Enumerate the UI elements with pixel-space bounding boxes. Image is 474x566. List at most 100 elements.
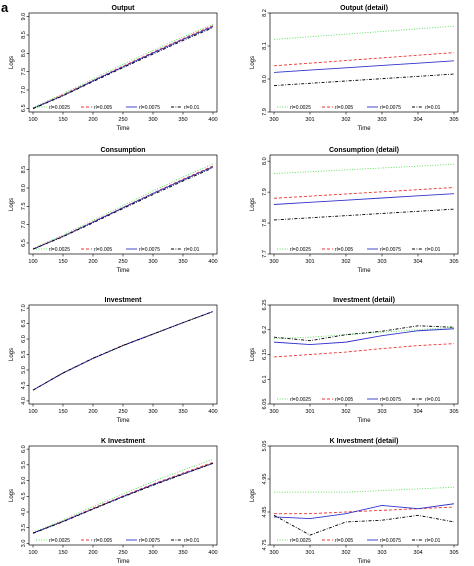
figure-panel-label: a [1,0,9,15]
x-axis-label: Time [357,126,371,132]
y-tick-label: 6.5 [21,320,27,328]
x-tick-label: 300 [269,259,278,265]
chart-panel-8: K Investment (detail) 300 301 302 303 304 305 4… [250,438,459,565]
y-tick-label: 8.5 [21,31,27,39]
x-tick-label: 303 [377,550,386,556]
legend-entry: rl=0.01 [425,105,441,111]
y-tick-label: 4.95 [262,474,268,485]
series-line-1 [32,163,214,249]
chart-title: Output [112,5,136,12]
legend-entry: rl=0.0075 [380,247,401,253]
plot-frame [28,304,218,405]
y-axis-label: Logs [9,198,15,211]
x-tick-label: 302 [341,117,350,123]
y-tick-label: 8.2 [262,9,268,17]
y-tick-label: 9.0 [21,13,27,21]
y-tick-label: 3.0 [21,540,27,548]
series-line-4 [32,311,214,391]
x-tick-label: 300 [269,117,278,123]
series-line-2 [32,25,214,109]
legend-entry: rl=0.0025 [290,397,311,403]
y-axis-label: Logs [9,489,15,502]
chart-title: Investment (detail) [333,297,395,304]
chart-panel-7: K Investment 100 150 200 250 300 350 400 3.0 3.5 4… [9,438,218,565]
x-tick-label: 302 [341,550,350,556]
series-line-4 [273,514,455,536]
plot-frame [269,445,459,546]
y-tick-label: 5.5 [21,351,27,359]
series-line-4 [273,208,455,221]
series-line-4 [32,462,214,534]
x-tick-label: 400 [208,117,217,123]
x-axis-label: Time [357,559,371,565]
y-tick-label: 8.1 [262,42,268,50]
y-tick-label: 7.9 [262,108,268,116]
y-tick-label: 6.0 [21,445,27,453]
y-tick-label: 3.5 [21,524,27,532]
y-tick-label: 4.0 [21,508,27,516]
y-axis-label: Logs [250,56,256,69]
x-tick-label: 250 [118,550,127,556]
x-tick-label: 150 [58,550,67,556]
chart-panel-3: Consumption 100 150 200 250 300 350 400 6.5 7.0 7.… [9,147,218,274]
x-tick-label: 400 [208,259,217,265]
x-tick-label: 300 [148,409,157,415]
series-line-1 [32,311,214,391]
legend-entry: rl=0.005 [94,247,112,253]
y-tick-label: 6.0 [21,335,27,343]
x-axis-label: Time [116,268,130,274]
y-tick-label: 7.7 [262,250,268,258]
x-axis-label: Time [357,418,371,424]
series-line-3 [273,193,455,205]
chart-panel-6: Investment (detail) 300 301 302 303 304 305 6.0… [250,297,459,424]
x-tick-label: 305 [449,259,458,265]
y-tick-label: 4.75 [262,540,268,551]
x-tick-label: 302 [341,409,350,415]
x-tick-label: 303 [377,117,386,123]
legend-entry: rl=0.0025 [290,538,311,544]
y-axis-label: Logs [250,198,256,211]
y-tick-label: 6.05 [262,399,268,410]
legend-entry: rl=0.01 [184,538,200,544]
series-line-2 [32,311,214,391]
legend-entry: rl=0.01 [425,538,441,544]
plot-frame [269,304,459,405]
legend-entry: rl=0.01 [425,397,441,403]
y-tick-label: 5.0 [21,366,27,374]
x-tick-label: 200 [88,409,97,415]
x-tick-label: 350 [178,259,187,265]
series-line-2 [273,52,455,67]
y-tick-label: 5.5 [21,461,27,469]
x-tick-label: 300 [269,409,278,415]
y-tick-label: 6.1 [262,375,268,383]
y-tick-label: 8.0 [21,49,27,57]
legend-entry: rl=0.005 [335,538,353,544]
legend-entry: rl=0.0075 [139,105,160,111]
chart-title: Consumption [100,147,145,154]
y-tick-label: 6.15 [262,349,268,360]
x-axis-label: Time [116,126,130,132]
x-tick-label: 300 [269,550,278,556]
series-line-3 [32,166,214,250]
series-line-3 [273,328,455,346]
x-tick-label: 100 [28,117,37,123]
series-line-4 [32,27,214,110]
y-tick-label: 7.5 [21,68,27,76]
series-line-2 [273,343,455,358]
x-tick-label: 350 [178,117,187,123]
series-line-3 [273,60,455,73]
chart-panel-5: Investment 100 150 200 250 300 350 400 4.0 4.5 5.0… [9,297,218,424]
legend-entry: rl=0.0025 [49,247,70,253]
series-line-2 [273,187,455,199]
x-tick-label: 350 [178,409,187,415]
legend-entry: rl=0.0075 [380,538,401,544]
x-tick-label: 250 [118,409,127,415]
x-tick-label: 302 [341,259,350,265]
series-line-1 [32,23,214,109]
x-axis-label: Time [116,559,130,565]
legend-entry: rl=0.005 [335,247,353,253]
series-line-3 [32,311,214,391]
chart-title: K Investment (detail) [330,438,399,445]
x-axis-label: Time [357,268,371,274]
y-tick-label: 5.0 [21,477,27,485]
